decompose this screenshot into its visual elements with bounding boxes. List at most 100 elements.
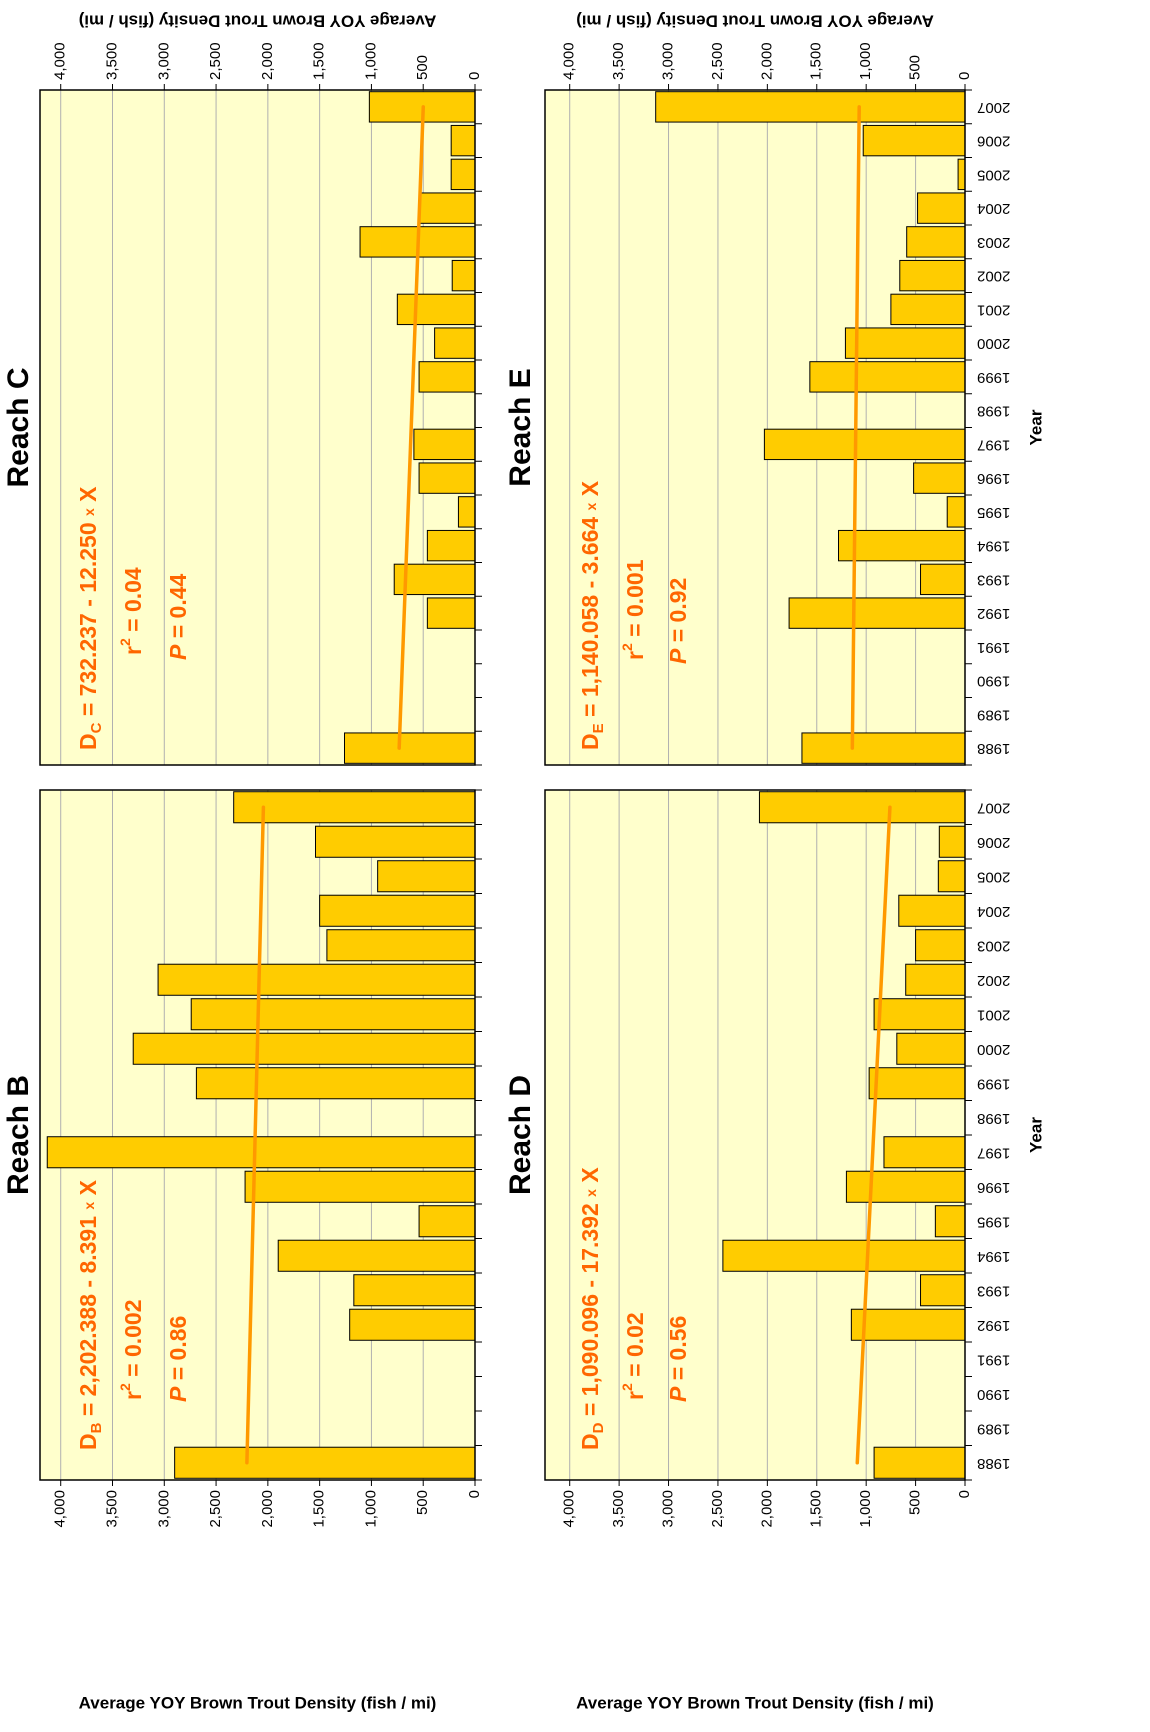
p-rhs: = 0.56 bbox=[665, 1316, 691, 1387]
bar bbox=[46, 1136, 476, 1169]
panel-title: Reach D bbox=[504, 1075, 537, 1195]
y-tick-label: 2,500 bbox=[207, 42, 224, 80]
bar bbox=[344, 732, 476, 764]
x-tick-label: 1993 bbox=[977, 1282, 1010, 1299]
p-value: P = 0.92 bbox=[665, 578, 691, 664]
x-tick-label: 2006 bbox=[977, 133, 1010, 150]
p-rhs: = 0.86 bbox=[165, 1316, 191, 1387]
y-tick-label: 2,000 bbox=[758, 1490, 775, 1528]
bar bbox=[868, 1067, 966, 1100]
bar bbox=[938, 825, 966, 858]
bar bbox=[934, 1205, 966, 1238]
x-tick-label: 1996 bbox=[977, 470, 1010, 487]
bar bbox=[315, 825, 476, 858]
bar bbox=[426, 597, 476, 629]
equation-times: x bbox=[583, 1189, 599, 1197]
bar bbox=[862, 124, 966, 157]
x-tick-label: 2007 bbox=[977, 99, 1010, 116]
equation-var: X bbox=[75, 486, 101, 508]
bar bbox=[896, 1032, 966, 1065]
x-tick-label: 2004 bbox=[977, 200, 1010, 217]
x-tick-label: 1989 bbox=[977, 706, 1010, 723]
r-superscript: 2 bbox=[619, 643, 635, 651]
bar bbox=[277, 1239, 476, 1272]
bar bbox=[844, 327, 966, 359]
y-tick-label: 0 bbox=[466, 72, 483, 80]
y-tick-label: 500 bbox=[907, 1490, 924, 1515]
bar bbox=[898, 894, 966, 927]
bar bbox=[326, 929, 476, 962]
y-tick-label: 1,500 bbox=[808, 42, 825, 80]
x-tick-label: 2002 bbox=[977, 268, 1010, 285]
bar bbox=[377, 860, 476, 893]
equation-rhs: = 1,090.096 - 17.392 bbox=[577, 1197, 603, 1423]
x-tick-label: 1991 bbox=[977, 639, 1010, 656]
trend-line bbox=[850, 105, 861, 750]
bar bbox=[457, 496, 476, 528]
bar bbox=[434, 327, 476, 359]
y-tick-label: 1,000 bbox=[362, 42, 379, 80]
y-tick-label: 4,000 bbox=[52, 42, 69, 80]
bar bbox=[758, 791, 966, 824]
x-tick-label: 1996 bbox=[977, 1179, 1010, 1196]
r-squared: r2 = 0.04 bbox=[117, 567, 146, 655]
x-tick-label: 2000 bbox=[977, 1041, 1010, 1058]
y-tick-label: 3,000 bbox=[659, 1490, 676, 1528]
panel: Reach E 0 500 1,000 1,500 2,000 2,500 3,000 3,50… bbox=[504, 12, 1045, 766]
y-axis-label: Average YOY Brown Trout Density (fish / … bbox=[79, 12, 437, 31]
bar bbox=[946, 496, 966, 528]
y-tick-label: 3,000 bbox=[659, 42, 676, 80]
equation-times: x bbox=[81, 1202, 97, 1210]
y-tick-label: 1,000 bbox=[362, 1490, 379, 1528]
y-tick-label: 3,500 bbox=[103, 1490, 120, 1528]
bar bbox=[845, 1170, 966, 1203]
x-tick-label: 1994 bbox=[977, 1248, 1010, 1265]
bar bbox=[190, 998, 476, 1031]
panel: Reach B 0 500 1,000 1,500 2,000 2,500 3,000 3,50… bbox=[2, 789, 483, 1712]
x-tick-label: 1988 bbox=[977, 740, 1010, 757]
r-superscript: 2 bbox=[117, 1383, 133, 1391]
r-symbol: r bbox=[120, 646, 146, 655]
y-tick-label: 1,000 bbox=[857, 42, 874, 80]
x-tick-label: 1997 bbox=[977, 1144, 1010, 1161]
equation-rhs: = 2,202.388 - 8.391 bbox=[75, 1210, 101, 1423]
p-symbol: P bbox=[665, 648, 691, 664]
equation: DE = 1,140.058 - 3.664 x X bbox=[577, 480, 607, 750]
x-tick-label: 1998 bbox=[977, 1110, 1010, 1127]
x-tick-label: 1999 bbox=[977, 1075, 1010, 1092]
plot-border bbox=[39, 89, 476, 766]
y-tick-label: 2,500 bbox=[709, 42, 726, 80]
y-axis-label: Average YOY Brown Trout Density (fish / … bbox=[576, 12, 934, 31]
y-tick-label: 500 bbox=[414, 1490, 431, 1515]
bar bbox=[418, 1205, 476, 1238]
y-tick-label: 2,500 bbox=[207, 1490, 224, 1528]
bar bbox=[917, 192, 966, 224]
bar bbox=[233, 791, 476, 824]
x-tick-label: 2001 bbox=[977, 301, 1010, 318]
y-tick-label: 0 bbox=[466, 1490, 483, 1498]
r-superscript: 2 bbox=[619, 1383, 635, 1391]
y-tick-label: 2,500 bbox=[709, 1490, 726, 1528]
bar bbox=[418, 462, 476, 494]
y-tick-label: 3,000 bbox=[155, 1490, 172, 1528]
y-tick-label: 500 bbox=[414, 55, 431, 80]
r-squared: r2 = 0.001 bbox=[619, 559, 648, 660]
bar bbox=[426, 529, 476, 562]
x-axis-label: Year bbox=[1026, 409, 1045, 445]
equation-lhs: D bbox=[577, 733, 603, 750]
r-superscript: 2 bbox=[117, 638, 133, 646]
p-value: P = 0.86 bbox=[165, 1316, 191, 1402]
equation: DB = 2,202.388 - 8.391 x X bbox=[75, 1179, 105, 1450]
y-tick-label: 3,500 bbox=[103, 42, 120, 80]
y-tick-label: 2,000 bbox=[758, 42, 775, 80]
x-tick-label: 1995 bbox=[977, 504, 1010, 521]
equation-times: x bbox=[81, 508, 97, 516]
y-tick-label: 2,000 bbox=[259, 1490, 276, 1528]
p-symbol: P bbox=[165, 644, 191, 660]
p-value: P = 0.56 bbox=[665, 1316, 691, 1402]
x-tick-label: 1989 bbox=[977, 1420, 1010, 1437]
x-tick-label: 1999 bbox=[977, 369, 1010, 386]
equation-subscript: B bbox=[88, 1422, 105, 1433]
bar bbox=[920, 563, 966, 596]
x-tick-label: 2000 bbox=[977, 335, 1010, 352]
